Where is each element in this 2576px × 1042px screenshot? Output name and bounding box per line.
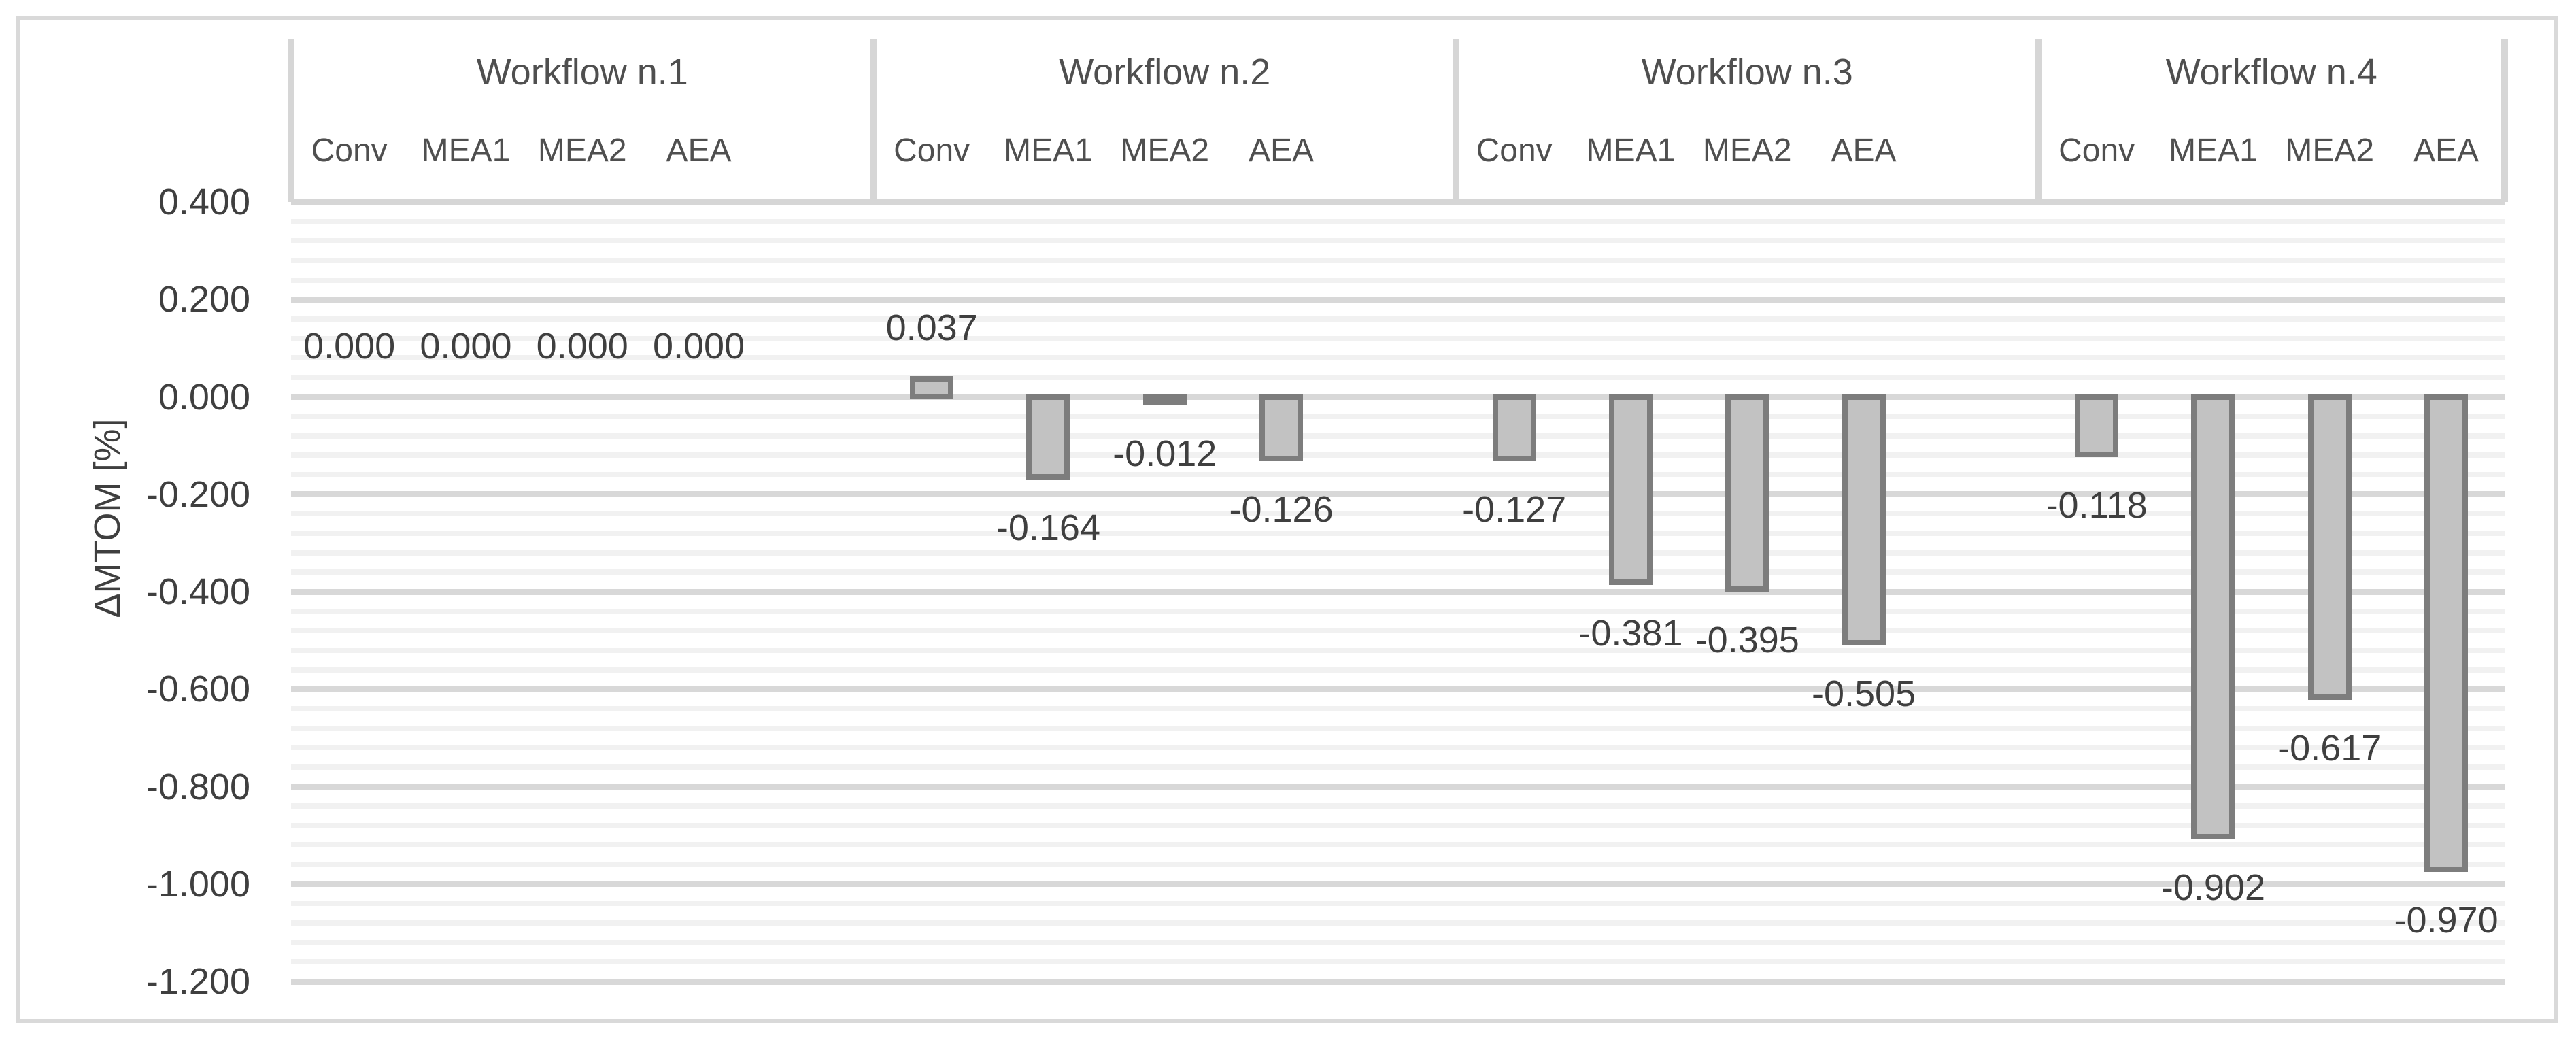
minor-gridline xyxy=(291,238,2505,243)
minor-gridline xyxy=(291,452,2505,458)
minor-gridline xyxy=(291,940,2505,945)
minor-gridline xyxy=(291,531,2505,536)
bar-chart-figure: 0.4000.2000.000-0.200-0.400-0.600-0.800-… xyxy=(0,0,2576,1042)
y-tick-label: -1.200 xyxy=(0,960,250,1003)
data-label-workflow3-conv: -0.127 xyxy=(1426,488,1603,531)
bar-workflow4-conv xyxy=(2075,394,2118,458)
minor-gridline xyxy=(291,745,2505,750)
minor-gridline xyxy=(291,569,2505,575)
bar-workflow3-aea xyxy=(1842,394,1886,646)
data-label-workflow3-mea2: -0.395 xyxy=(1659,619,1835,661)
y-axis-title: ΔMTOM [%] xyxy=(86,314,129,722)
bar-workflow2-mea1 xyxy=(1026,394,1070,480)
y-tick-label: 0.400 xyxy=(0,181,250,223)
minor-gridline xyxy=(291,316,2505,322)
minor-gridline xyxy=(291,648,2505,653)
category-label-aea: AEA xyxy=(624,131,774,171)
group-header-label: Workflow n.3 xyxy=(1456,51,2039,93)
data-label-workflow4-mea2: -0.617 xyxy=(2241,727,2418,769)
minor-gridline xyxy=(291,959,2505,964)
minor-gridline xyxy=(291,472,2505,477)
minor-gridline xyxy=(291,375,2505,380)
group-header-label: Workflow n.4 xyxy=(2039,51,2505,93)
major-gridline xyxy=(291,686,2505,692)
minor-gridline xyxy=(291,706,2505,711)
y-tick-label: -0.800 xyxy=(0,766,250,808)
data-label-workflow4-aea: -0.970 xyxy=(2358,899,2535,941)
bar-workflow2-conv xyxy=(910,376,953,400)
major-gridline xyxy=(291,589,2505,595)
bar-workflow3-conv xyxy=(1493,394,1536,462)
category-label-aea: AEA xyxy=(1789,131,1939,171)
data-label-workflow2-conv: 0.037 xyxy=(843,307,1020,349)
minor-gridline xyxy=(291,667,2505,673)
minor-gridline xyxy=(291,842,2505,847)
data-label-workflow4-conv: -0.118 xyxy=(2008,484,2185,526)
category-label-aea: AEA xyxy=(2371,131,2521,171)
data-label-workflow1-aea: 0.000 xyxy=(611,325,787,367)
major-gridline xyxy=(291,297,2505,303)
bar-workflow4-mea2 xyxy=(2308,394,2352,701)
minor-gridline xyxy=(291,628,2505,633)
data-label-workflow2-mea1: -0.164 xyxy=(960,507,1136,549)
minor-gridline xyxy=(291,258,2505,263)
data-label-workflow2-mea2: -0.012 xyxy=(1077,433,1253,475)
group-header-label: Workflow n.1 xyxy=(291,51,874,93)
minor-gridline xyxy=(291,609,2505,614)
header-bottom-border xyxy=(291,199,2505,205)
bar-workflow3-mea1 xyxy=(1609,394,1653,586)
minor-gridline xyxy=(291,823,2505,828)
data-label-workflow3-aea: -0.505 xyxy=(1776,673,1952,715)
data-label-workflow4-mea1: -0.902 xyxy=(2124,867,2301,909)
major-gridline xyxy=(291,394,2505,400)
minor-gridline xyxy=(291,414,2505,419)
minor-gridline xyxy=(291,764,2505,770)
major-gridline xyxy=(291,979,2505,985)
minor-gridline xyxy=(291,803,2505,809)
minor-gridline xyxy=(291,278,2505,283)
bar-workflow2-mea2 xyxy=(1143,394,1187,406)
group-header-label: Workflow n.2 xyxy=(874,51,1457,93)
minor-gridline xyxy=(291,726,2505,731)
minor-gridline xyxy=(291,920,2505,926)
bar-workflow2-aea xyxy=(1259,394,1303,461)
y-tick-label: -1.000 xyxy=(0,863,250,905)
category-label-aea: AEA xyxy=(1206,131,1356,171)
minor-gridline xyxy=(291,550,2505,556)
bar-workflow3-mea2 xyxy=(1725,394,1769,592)
bar-workflow4-mea1 xyxy=(2191,394,2235,839)
bar-workflow4-aea xyxy=(2424,394,2468,873)
major-gridline xyxy=(291,784,2505,790)
data-label-workflow2-aea: -0.126 xyxy=(1193,488,1370,531)
minor-gridline xyxy=(291,219,2505,224)
minor-gridline xyxy=(291,433,2505,439)
